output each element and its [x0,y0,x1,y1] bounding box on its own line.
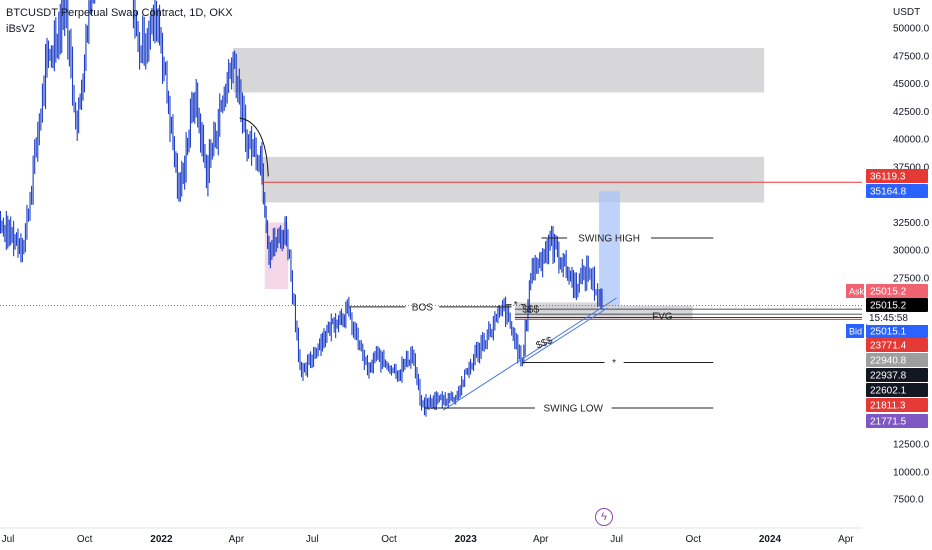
bos-line-text: BOS [412,302,433,313]
sss-zone[interactable] [514,302,612,312]
trend-line-secondary[interactable] [522,307,608,363]
star-line-lower-text: * [612,358,616,369]
price-tag-red-line[interactable] [866,338,928,352]
price-tag-ask[interactable] [866,284,928,298]
fvg-label-text: FVG [652,311,673,322]
swing-high-line-text: SWING HIGH [578,234,640,245]
price-tag-red-line[interactable] [866,169,928,183]
supply-zone-upper[interactable] [233,48,765,93]
x-tick-label: Apr [838,534,854,545]
x-tick-label: 2024 [759,534,782,545]
x-tick-label: 2023 [455,534,478,545]
price-tag-text: 23771.4 [870,341,907,352]
price-tag-gray[interactable] [866,353,928,367]
ask-tag[interactable] [846,284,864,298]
y-tick-label: 30000.0 [893,246,930,257]
price-tag-text: 36119.3 [870,172,906,183]
price-tag-text: 35164.8 [870,187,907,198]
price-tag-text: 21771.5 [870,417,907,428]
x-tick-label: Oct [77,534,93,545]
x-tick-label: Apr [229,534,245,545]
price-tag-text: 22937.8 [870,371,907,382]
price-tag-text: 21811.3 [870,401,906,412]
price-tag-text: 25015.1 [870,327,907,338]
x-tick-label: Jul [610,534,623,545]
y-tick-label: 12500.0 [893,440,930,451]
x-tick-label: Oct [686,534,702,545]
price-tag-red[interactable] [866,398,928,412]
bid-tag-text: Bid [849,327,862,337]
y-tick-label: 7500.0 [893,495,924,506]
y-tick-label: 32500.0 [893,218,930,229]
price-tag-purple[interactable] [866,414,928,428]
y-tick-label: 27500.0 [893,274,930,285]
y-axis-unit: USDT [893,7,921,18]
x-tick-label: Oct [381,534,397,545]
y-tick-label: 42500.0 [893,107,930,118]
x-tick-label: Apr [533,534,549,545]
y-tick-label: 40000.0 [893,135,930,146]
x-tick-label: Jul [2,534,15,545]
price-tag-last[interactable] [866,298,928,312]
star-line-upper-text: * [514,300,518,311]
price-tag-text: 22602.1 [870,386,907,397]
supply-zone-lower[interactable] [261,156,765,203]
price-tag-black[interactable] [866,383,928,397]
trend-line[interactable] [442,297,617,411]
chart-title: BTCUSDT Perpetual Swap Contract, 1D, OKX [6,7,233,19]
price-tag-bid[interactable] [866,324,928,338]
price-tag-text: 25015.2 [870,301,907,312]
x-tick-label: Jul [306,534,319,545]
sss-label-upper-text: $$$ [522,305,539,316]
swing-curve[interactable] [239,117,269,177]
y-tick-label: 45000.0 [893,79,930,90]
price-tag-text: 22940.8 [870,356,907,367]
price-tag-blue-label[interactable] [866,184,928,198]
y-tick-label: 47500.0 [893,51,930,62]
x-tick-label: 2022 [150,534,173,545]
blue-zone[interactable] [599,191,620,320]
swing-low-line-text: SWING LOW [544,404,604,415]
countdown-timer: 15:45:58 [867,312,931,325]
price-tag-text: 25015.2 [870,287,907,298]
y-tick-label: 50000.0 [893,24,930,35]
y-tick-label: 10000.0 [893,468,930,479]
indicator-label[interactable]: iBsV2 [6,23,35,35]
price-tag-black[interactable] [866,368,928,382]
bid-tag[interactable] [846,324,864,338]
y-tick-label: 37500.0 [893,162,930,173]
ask-tag-text: Ask [849,287,865,297]
lightning-icon[interactable]: ϟ [595,508,613,526]
